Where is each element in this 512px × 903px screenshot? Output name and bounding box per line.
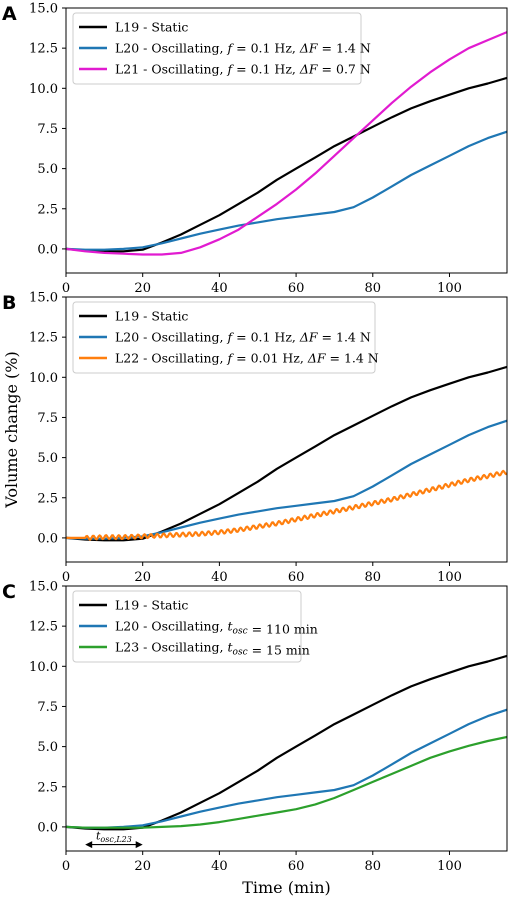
series-line-1 bbox=[66, 708, 507, 829]
legend-box bbox=[72, 12, 362, 85]
legend-entry-label: L20 - Oscillating, f = 0.1 Hz, ΔF = 1.4 … bbox=[115, 41, 371, 56]
series-line-0 bbox=[66, 365, 507, 542]
panel-label: A bbox=[2, 3, 17, 25]
legend-entry-label: L19 - Static bbox=[115, 598, 188, 613]
y-tick-label: 12.5 bbox=[29, 331, 58, 346]
legend-box bbox=[72, 590, 302, 663]
x-axis-label: Time (min) bbox=[242, 878, 331, 897]
y-tick-label: 10.0 bbox=[29, 371, 58, 386]
y-tick-label: 10.0 bbox=[29, 660, 58, 675]
y-axis-label: Volume change (%) bbox=[2, 351, 21, 508]
y-tick-label: 15.0 bbox=[29, 2, 58, 17]
panel-c: 0.0 2.5 5.0 7.5 10.0 12.5 15.0 0 20 40 60 80 100 C L19… bbox=[2, 580, 508, 897]
legend-entry-label: L22 - Oscillating, f = 0.01 Hz, ΔF = 1.4… bbox=[115, 351, 379, 366]
annotation-arrow-head-left bbox=[85, 841, 93, 849]
y-tick-label: 5.0 bbox=[37, 740, 58, 755]
series-line-1 bbox=[66, 130, 507, 251]
panel-label: C bbox=[2, 581, 16, 603]
x-tick-label: 80 bbox=[365, 859, 382, 874]
y-tick-label: 12.5 bbox=[29, 620, 58, 635]
x-tick-label: 100 bbox=[437, 859, 462, 874]
x-tick-label: 20 bbox=[134, 570, 151, 585]
axes-frame bbox=[65, 7, 508, 274]
annotation-label: tosc,L23 bbox=[96, 830, 132, 845]
y-tick-label: 5.0 bbox=[37, 162, 58, 177]
y-tick-label: 0.0 bbox=[37, 820, 58, 835]
x-tick-label: 20 bbox=[134, 281, 151, 296]
y-tick-label: 7.5 bbox=[37, 700, 58, 715]
y-tick-label: 10.0 bbox=[29, 82, 58, 97]
y-tick-label: 2.5 bbox=[37, 491, 58, 506]
x-tick-label: 80 bbox=[365, 570, 382, 585]
y-tick-label: 0.0 bbox=[37, 242, 58, 257]
panel-b: 0.0 2.5 5.0 7.5 10.0 12.5 15.0 0 20 40 60 80 100 B L19… bbox=[2, 291, 508, 585]
y-tick-label: 7.5 bbox=[37, 411, 58, 426]
x-tick-label: 40 bbox=[211, 859, 228, 874]
x-tick-label: 60 bbox=[288, 570, 305, 585]
y-tick-label: 15.0 bbox=[29, 580, 58, 595]
x-tick-label: 80 bbox=[365, 281, 382, 296]
y-tick-label: 0.0 bbox=[37, 531, 58, 546]
x-tick-label: 0 bbox=[62, 281, 70, 296]
legend-box bbox=[72, 301, 376, 374]
x-tick-label: 40 bbox=[211, 570, 228, 585]
y-tick-label: 12.5 bbox=[29, 42, 58, 57]
y-tick-label: 2.5 bbox=[37, 780, 58, 795]
x-tick-label: 100 bbox=[437, 570, 462, 585]
x-tick-label: 0 bbox=[62, 859, 70, 874]
x-tick-label: 60 bbox=[288, 859, 305, 874]
legend-entry-label: L20 - Oscillating, tosc = 110 min bbox=[115, 619, 318, 637]
legend-entry-label: L21 - Oscillating, f = 0.1 Hz, ΔF = 0.7 … bbox=[115, 62, 371, 77]
y-tick-label: 7.5 bbox=[37, 122, 58, 137]
y-tick-label: 5.0 bbox=[37, 451, 58, 466]
series-line-2 bbox=[66, 735, 507, 829]
x-tick-label: 60 bbox=[288, 281, 305, 296]
x-tick-label: 100 bbox=[437, 281, 462, 296]
x-tick-label: 20 bbox=[134, 859, 151, 874]
annotation-arrow-head-right bbox=[135, 841, 143, 849]
legend-entry-label: L20 - Oscillating, f = 0.1 Hz, ΔF = 1.4 … bbox=[115, 330, 371, 345]
axes-frame bbox=[65, 296, 508, 563]
panel-label: B bbox=[2, 292, 16, 314]
x-tick-label: 0 bbox=[62, 570, 70, 585]
series-line-0 bbox=[66, 654, 507, 831]
series-line-2 bbox=[66, 469, 507, 541]
series-line-2 bbox=[66, 31, 507, 256]
legend-entry-label: L23 - Oscillating, tosc = 15 min bbox=[115, 640, 310, 658]
y-tick-label: 15.0 bbox=[29, 291, 58, 306]
x-tick-label: 40 bbox=[211, 281, 228, 296]
y-tick-label: 2.5 bbox=[37, 202, 58, 217]
axes-frame bbox=[65, 585, 508, 852]
series-line-0 bbox=[66, 76, 507, 253]
legend-entry-label: L19 - Static bbox=[115, 309, 188, 324]
panel-a: 0.0 2.5 5.0 7.5 10.0 12.5 15.0 0 20 40 60 80 100 A L19… bbox=[2, 2, 508, 296]
legend-entry-label: L19 - Static bbox=[115, 20, 188, 35]
